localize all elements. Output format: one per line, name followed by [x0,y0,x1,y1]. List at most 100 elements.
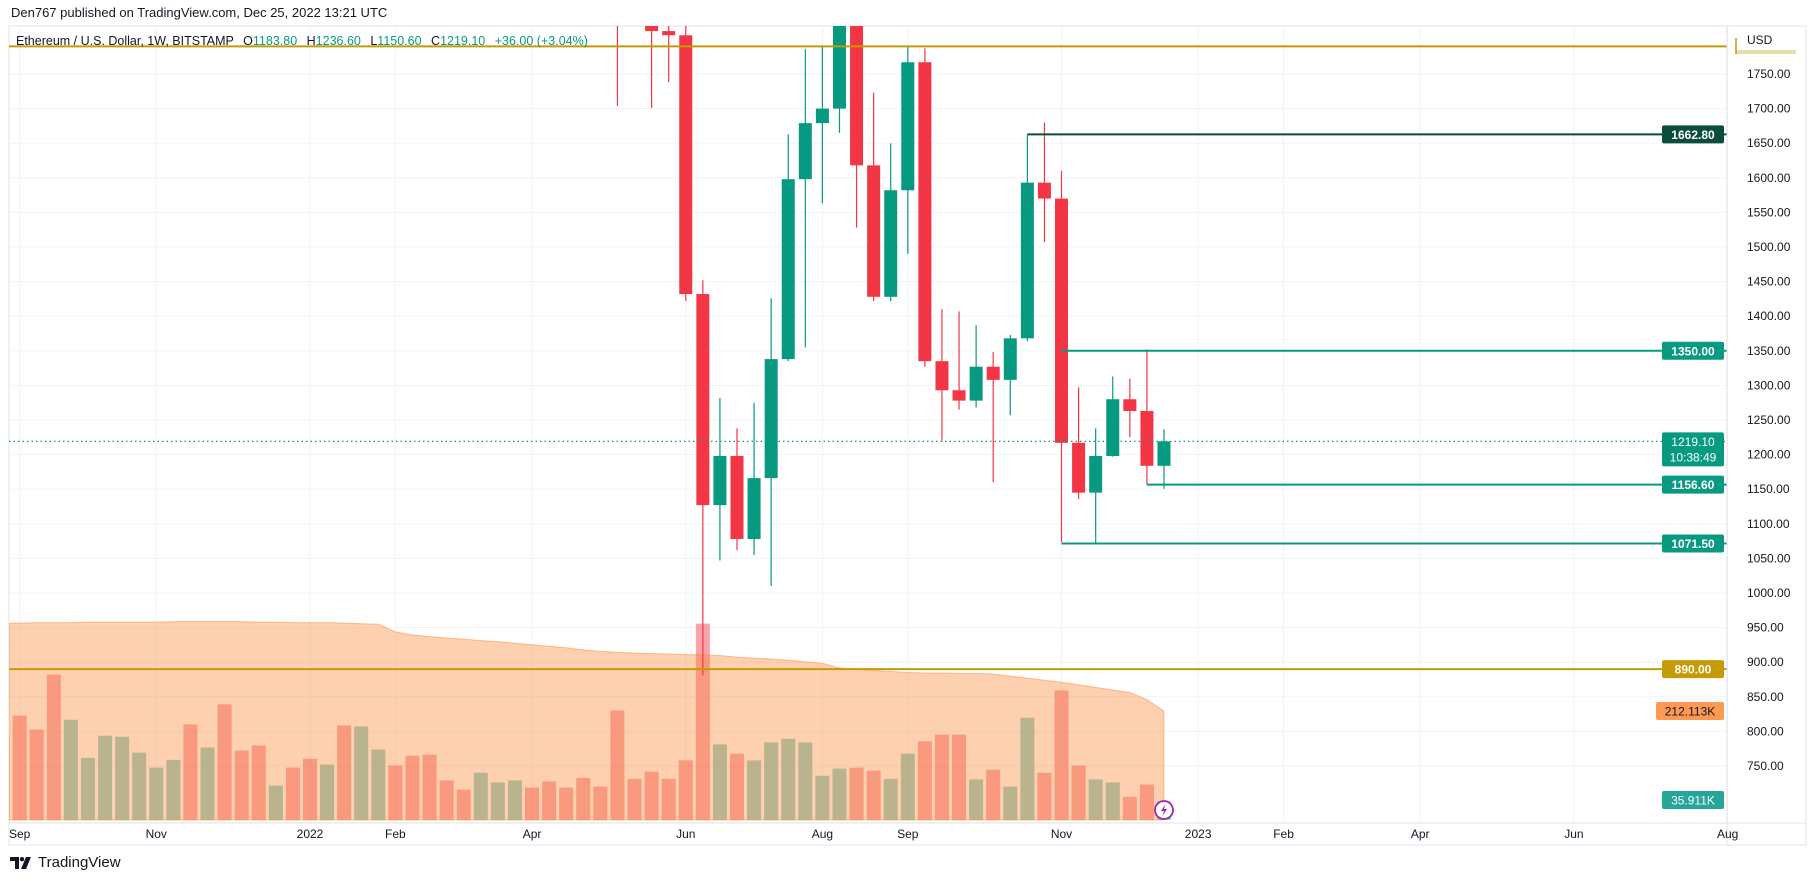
volume-bar [200,747,215,820]
volume-bar [473,772,488,820]
candle-body [832,26,846,109]
volume-bar [849,767,864,820]
candle [1055,170,1069,543]
lightning-icon[interactable] [1154,800,1174,820]
candle-body [815,108,829,124]
volume-bar [166,759,181,820]
volume-bar [1105,782,1120,820]
time-tick-label: Nov [1051,827,1072,841]
candle-body [1123,399,1137,412]
last-price-label-box [1662,432,1724,467]
candle [1003,334,1017,416]
symbol-legend: Ethereum / U.S. Dollar, 1W, BITSTAMP O11… [16,34,588,48]
price-tick-label: 1350.00 [1747,344,1791,358]
candle [1140,349,1154,485]
price-tick-label: 1550.00 [1747,205,1791,219]
volume-bar [456,789,471,820]
candle [952,311,966,410]
time-axis[interactable]: Sep Nov 2022 Feb Apr Jun Aug Sep Nov 2023 Feb Apr Ju… [9,827,1738,841]
high-value: 1236.60 [315,34,361,48]
candle-body [713,455,727,506]
high-key: H [306,34,316,48]
change-value: +36.00 (+3.04%) [494,34,588,48]
horizontal-levels[interactable] [9,45,1736,671]
candle-body [1140,411,1154,466]
price-tick-label: 1100.00 [1747,517,1790,531]
candle-body [662,31,676,36]
time-tick-label: Feb [1273,827,1294,841]
volume-bar [576,777,591,820]
volume-bar [1020,717,1035,820]
level-label-box [1662,475,1724,494]
tradingview-logo[interactable]: TradingView [10,854,121,871]
close-key: C [431,34,441,48]
time-tick-label: Jun [676,827,695,841]
volume-bar [1139,784,1154,820]
bar-countdown-label: 10:38:49 [1670,450,1717,464]
level-label: 1156.60 [1672,478,1715,492]
price-tick-label: 1500.00 [1747,240,1791,254]
candle-body [901,62,915,191]
candle [798,49,812,348]
candle [969,325,983,408]
volume-bar [1003,786,1018,820]
candle [1089,428,1103,544]
volume-bar [132,752,147,820]
volume-bar [388,765,403,820]
time-tick-label: Feb [385,827,406,841]
brand-name: TradingView [38,854,121,871]
volume-bar [183,724,198,820]
candle-body [850,26,864,166]
price-axis[interactable]: 1750.00 1700.00 1650.00 1600.00 1550.00 1500.… [1747,67,1791,773]
candle [781,134,795,362]
candle-body [1055,198,1069,443]
price-tick-label: 950.00 [1747,621,1784,635]
volume-bar [337,725,352,820]
currency-label[interactable]: USD [1747,33,1773,47]
candle-body [1020,182,1034,339]
volume-bar [285,767,300,820]
price-tick-label: 1300.00 [1747,378,1791,392]
candle [713,397,727,561]
candle [867,92,881,301]
volume-bar [115,736,130,820]
volume-bar [320,764,335,820]
price-tick-label: 1600.00 [1747,171,1791,185]
time-tick-label: Apr [1411,827,1430,841]
candle-body [969,366,983,401]
volume-bar [46,674,61,820]
price-tick-label: 1750.00 [1747,67,1791,81]
tradingview-logo-icon [10,856,31,869]
price-tick-label: 1200.00 [1747,448,1791,462]
volume-bar [268,785,283,820]
candle [986,352,1000,483]
volume-bar [986,769,1001,820]
candle-body [1157,441,1171,466]
candle-body [884,190,898,297]
price-tick-label: 800.00 [1747,724,1784,738]
volume-bar [610,710,625,820]
last-price-label: 1219.10 [1671,435,1715,449]
price-axis-labels: 890.00 1662.80 1350.00 1156.60 1071.50 USD 121… [1656,28,1796,809]
price-tick-label: 1700.00 [1747,102,1791,116]
volume-bar [303,758,317,820]
candle-body [696,294,710,506]
candle-body [1037,182,1051,199]
candle-body [867,165,881,297]
volume-bar [1122,796,1137,820]
volume-bar [678,760,693,820]
time-tick-label: 2022 [297,827,324,841]
candle-body [918,62,932,362]
level-label-box [1662,660,1724,679]
volume-bar [149,767,164,820]
volume-bar [354,726,369,820]
volume-bar [781,738,796,820]
time-tick-label: Nov [146,827,167,841]
symbol-name[interactable]: Ethereum / U.S. Dollar, 1W, BITSTAMP [16,34,234,48]
candle [935,309,949,441]
volume-bar [661,778,676,820]
candle [1072,387,1086,499]
volume-bar [593,786,608,820]
volume-bar [371,749,386,820]
